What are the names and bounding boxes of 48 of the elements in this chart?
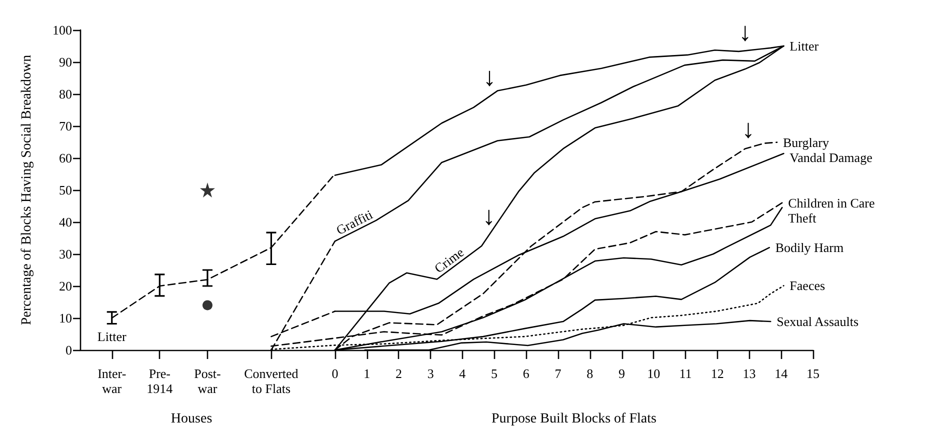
x-tick-label: 3 <box>427 366 434 381</box>
y-tick-label: 0 <box>66 342 72 358</box>
series-label: Faeces <box>790 278 826 294</box>
text: Houses <box>170 412 212 426</box>
series-label: Children in Care <box>788 195 875 210</box>
x-tick-label: Pre- 1914 <box>146 366 174 396</box>
x-tick-label: 12 <box>710 366 724 381</box>
x-tick-label: 15 <box>806 366 820 381</box>
x-tick-label: 13 <box>742 366 756 381</box>
series-label: Burglary <box>782 134 830 150</box>
y-tick-label: 50 <box>59 182 72 198</box>
annotation: Litter <box>97 328 127 344</box>
annotation: ↓ <box>742 114 755 144</box>
y-tick-label: 20 <box>59 278 72 294</box>
x-tick-label: 14 <box>774 366 788 381</box>
series-label: Bodily Harm <box>775 240 844 256</box>
annotation: ↓ <box>483 62 496 92</box>
y-tick-label: 70 <box>59 118 72 134</box>
series-label: Sexual Assaults <box>776 314 859 330</box>
y-tick-label: 60 <box>59 150 72 166</box>
y-tick-label: 90 <box>59 54 72 70</box>
x-tick-label: 0 <box>332 366 338 381</box>
x-tick-label: 2 <box>395 366 402 381</box>
series-label: Litter <box>790 38 820 54</box>
series-label: Vandal Damage <box>790 150 873 165</box>
x-tick-label: 6 <box>522 366 530 381</box>
annotation: ↓ <box>482 202 496 231</box>
annotation: Crime <box>431 244 467 276</box>
y-tick-label: 80 <box>59 86 72 102</box>
x-tick-label: Converted to Flats <box>244 366 299 396</box>
y-tick-label: 40 <box>59 214 72 230</box>
y-tick-label: 10 <box>59 310 72 326</box>
x-tick-label: 4 <box>459 366 466 381</box>
x-tick-label: 1 <box>364 366 370 381</box>
x-tick-label: Post- war <box>194 366 221 396</box>
x-tick-label: 7 <box>554 366 562 381</box>
x-tick-label: 8 <box>586 366 594 381</box>
annotation: ↓ <box>738 17 752 46</box>
y-tick-label: 100 <box>52 22 72 38</box>
y-axis-title: Percentage of Blocks Having Social Breakdown <box>20 54 34 326</box>
y-tick-label: 30 <box>59 246 72 262</box>
x-axis-title: Purpose Built Blocks of Flats <box>492 412 656 426</box>
x-tick-label: 5 <box>491 366 498 381</box>
x-tick-label: 10 <box>647 366 660 381</box>
x-tick-label: 11 <box>679 366 692 381</box>
x-tick-label: 9 <box>618 366 626 381</box>
x-tick-label: Inter- war <box>98 366 126 396</box>
series-label: Theft <box>788 210 817 226</box>
